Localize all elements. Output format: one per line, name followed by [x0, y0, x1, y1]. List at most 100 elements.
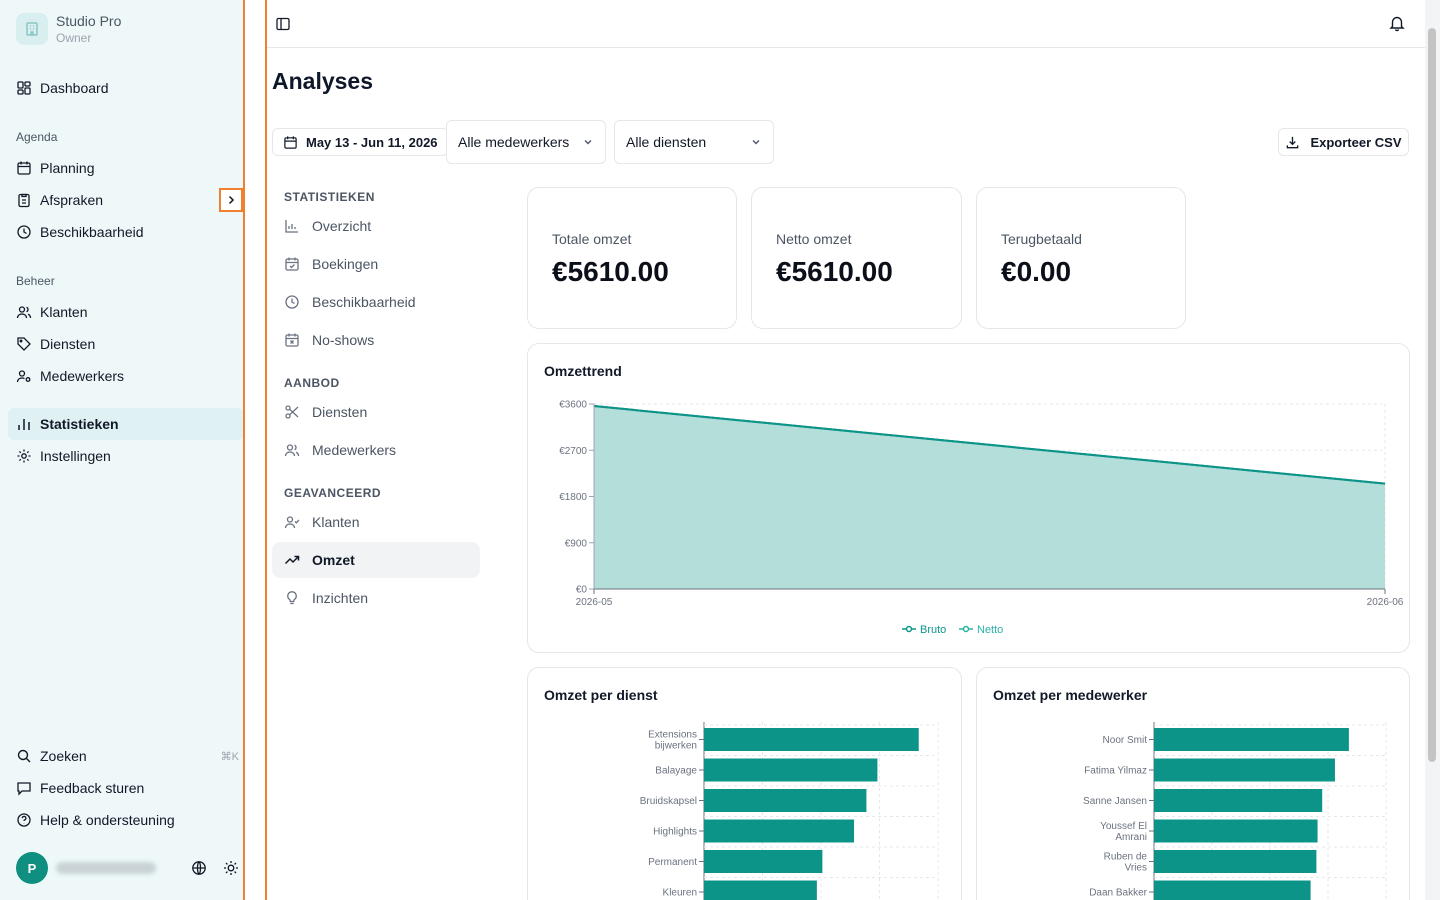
sidebar-toggle-icon[interactable] — [275, 16, 291, 32]
subnav-item-medewerkers[interactable]: Medewerkers — [272, 432, 480, 468]
export-label: Exporteer CSV — [1310, 134, 1402, 150]
chart-card-omzet-per-dienst: Omzet per dienst Extensions bijwerken Bala… — [527, 667, 962, 900]
sidebar-item-beschikbaarheid[interactable]: Beschikbaarheid — [8, 216, 243, 248]
workspace-switcher[interactable]: Studio Pro Owner — [16, 13, 121, 45]
sidebar-item-medewerkers[interactable]: Medewerkers — [8, 360, 243, 392]
kpi-label: Terugbetaald — [1001, 231, 1082, 247]
category-label: Kleuren — [663, 888, 697, 899]
subnav-item-boekingen[interactable]: Boekingen — [272, 246, 480, 282]
category-label: Amrani — [1115, 832, 1147, 843]
trending-up-icon — [284, 555, 300, 565]
sidebar-item-klanten[interactable]: Klanten — [8, 296, 243, 328]
bar — [1154, 850, 1317, 873]
clock-icon — [17, 225, 31, 239]
sidebar-item-planning[interactable]: Planning — [8, 152, 243, 184]
category-label: Highlights — [653, 827, 697, 838]
category-label: bijwerken — [655, 741, 697, 752]
scroll-thumb[interactable] — [1428, 28, 1436, 762]
clipboard-icon — [18, 193, 30, 208]
subnav-item-omzet[interactable]: Omzet — [272, 542, 480, 578]
export-csv-button[interactable]: Exporteer CSV — [1278, 128, 1409, 156]
subnav-label: Medewerkers — [312, 442, 397, 458]
subnav-label: Overzicht — [312, 218, 372, 234]
focus-outline — [265, 0, 267, 900]
sidebar-item-instellingen[interactable]: Instellingen — [8, 440, 243, 472]
users-icon — [284, 444, 300, 457]
date-range-picker[interactable]: May 13 - Jun 11, 2026 — [272, 128, 449, 156]
calendar-x-icon — [285, 333, 299, 347]
user-cog-icon — [16, 370, 31, 383]
legend-label-netto: Netto — [977, 624, 1003, 636]
chevron-down-icon — [752, 140, 760, 145]
building-icon — [16, 13, 48, 45]
bar — [1154, 728, 1349, 751]
search-icon — [17, 749, 31, 763]
sidebar-item-label: Diensten — [40, 336, 96, 352]
subnav-group-statistieken: STATISTIEKEN — [284, 190, 375, 204]
sidebar-item-feedback[interactable]: Feedback sturen — [8, 772, 243, 804]
kpi-card-netto-omzet: Netto omzet €5610.00 — [751, 187, 962, 329]
sidebar-item-dashboard[interactable]: Dashboard — [8, 72, 243, 104]
scrollbar[interactable] — [1425, 0, 1440, 900]
area-fill-bruto — [594, 406, 1385, 589]
lightbulb-icon — [287, 591, 297, 605]
gear-icon — [17, 449, 31, 463]
sidebar-item-help[interactable]: Help & ondersteuning — [8, 804, 243, 836]
bar-chart-icon — [18, 419, 30, 430]
user-check-icon — [284, 516, 300, 529]
calendar-icon — [284, 135, 297, 149]
subnav-label: Inzichten — [312, 590, 369, 606]
subnav-group-geavanceerd: GEAVANCEERD — [284, 486, 382, 500]
x-tick-label: 2026-05 — [576, 597, 613, 608]
help-circle-icon — [17, 813, 31, 827]
expand-button[interactable] — [219, 188, 243, 212]
category-label: Ruben de — [1104, 852, 1148, 863]
date-range-label: May 13 - Jun 11, 2026 — [306, 134, 438, 150]
category-label: Sanne Jansen — [1083, 796, 1147, 807]
bar — [1154, 758, 1335, 782]
workspace-name: Studio Pro — [56, 13, 122, 29]
subnav-item-diensten[interactable]: Diensten — [272, 394, 480, 430]
category-label: Extensions — [648, 730, 697, 741]
staff-select-value: Alle medewerkers — [458, 134, 570, 150]
top-bar — [267, 0, 1425, 48]
users-icon — [16, 306, 32, 319]
workspace-role: Owner — [56, 31, 92, 45]
globe-icon[interactable] — [191, 860, 207, 876]
chart-title: Omzet per dienst — [544, 687, 658, 703]
sidebar-item-label: Beschikbaarheid — [40, 224, 144, 240]
services-select-value: Alle diensten — [626, 134, 707, 150]
sidebar-item-diensten[interactable]: Diensten — [8, 328, 243, 360]
dashboard-icon — [17, 81, 31, 95]
subnav-item-klanten[interactable]: Klanten — [272, 504, 480, 540]
subnav-label: Omzet — [312, 552, 355, 568]
subnav-label: Boekingen — [312, 256, 379, 272]
sidebar-item-afspraken[interactable]: Afspraken — [8, 184, 213, 216]
chart-title: Omzettrend — [544, 363, 622, 379]
bar — [704, 789, 867, 812]
services-select[interactable]: Alle diensten — [614, 120, 774, 164]
staff-select[interactable]: Alle medewerkers — [446, 120, 606, 164]
subnav-item-beschikbaarheid[interactable]: Beschikbaarheid — [272, 284, 480, 320]
kpi-value: €0.00 — [1001, 256, 1072, 287]
sidebar-item-zoeken[interactable]: Zoeken ⌘K — [8, 740, 243, 772]
page-title: Analyses — [272, 68, 374, 94]
sun-icon[interactable] — [223, 860, 239, 876]
x-tick-label: 2026-06 — [1367, 597, 1404, 608]
legend-label-bruto: Bruto — [920, 624, 946, 636]
user-menu[interactable]: P — [16, 852, 243, 884]
sidebar-item-label: Instellingen — [40, 448, 111, 464]
legend-marker — [905, 625, 913, 633]
subnav-item-overzicht[interactable]: Overzicht — [272, 208, 480, 244]
bell-icon[interactable] — [1388, 14, 1406, 32]
y-tick-label: €3600 — [559, 400, 587, 411]
sidebar-item-statistieken[interactable]: Statistieken — [8, 408, 243, 440]
subnav-group-aanbod: AANBOD — [284, 376, 340, 390]
subnav-item-inzichten[interactable]: Inzichten — [272, 580, 480, 616]
category-label: Noor Smit — [1103, 735, 1148, 746]
bar — [704, 880, 817, 900]
subnav-item-noshows[interactable]: No-shows — [272, 322, 480, 358]
scissors-icon — [285, 405, 299, 419]
sidebar-item-label: Dashboard — [40, 80, 109, 96]
